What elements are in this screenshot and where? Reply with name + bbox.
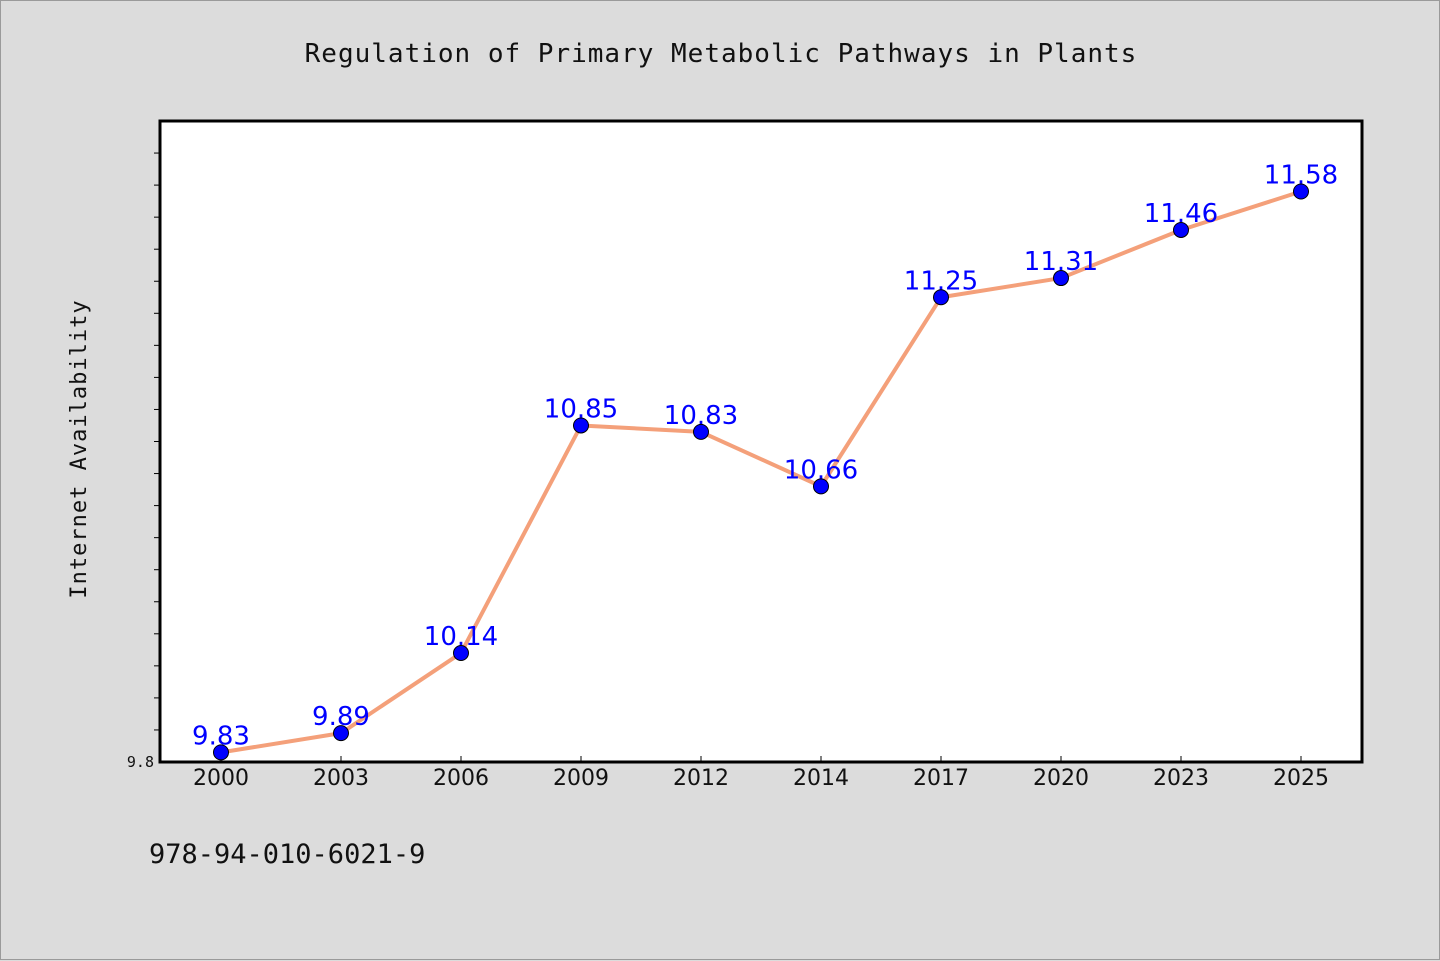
series-layer xyxy=(220,189,1302,755)
data-point-marker xyxy=(813,478,829,495)
data-point-marker xyxy=(693,423,709,440)
x-tick-label: 2023 xyxy=(1153,766,1209,791)
x-tick-label: 2014 xyxy=(793,766,849,791)
x-tick-label: 2009 xyxy=(553,766,609,791)
x-tick-label: 2012 xyxy=(673,766,729,791)
x-tick-label: 2017 xyxy=(913,766,969,791)
series-line xyxy=(220,189,1302,755)
marker-layer xyxy=(213,183,1309,761)
chart-title: Regulation of Primary Metabolic Pathways… xyxy=(305,39,1138,69)
x-tick-label: 2025 xyxy=(1273,766,1329,791)
data-point-marker xyxy=(213,744,229,761)
x-tick-label: 2006 xyxy=(433,766,489,791)
x-tick-label: 2003 xyxy=(313,766,369,791)
footer-code: 978-94-010-6021-9 xyxy=(149,839,425,870)
plot-area xyxy=(158,119,1364,764)
y-tick-label: 9.8 xyxy=(127,753,154,771)
y-axis-label: Internet Availability xyxy=(67,299,92,598)
data-point-marker xyxy=(333,725,349,742)
x-tick-label: 2000 xyxy=(193,766,249,791)
data-point-marker xyxy=(1293,183,1309,200)
data-point-marker xyxy=(933,289,949,306)
y-axis-ticks: 9.8 xyxy=(127,152,160,771)
data-point-marker xyxy=(1053,270,1069,287)
data-point-marker xyxy=(573,417,589,434)
data-point-marker xyxy=(453,645,469,662)
x-axis-ticks: 2000 2003 2006 2009 2012 2014 2017 2020 2023 2025 xyxy=(193,756,1329,791)
data-point-marker xyxy=(1173,221,1189,238)
x-tick-label: 2020 xyxy=(1033,766,1089,791)
